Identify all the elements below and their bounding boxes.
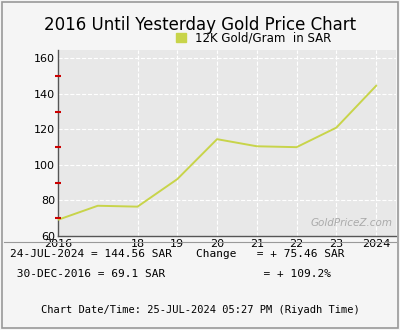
Text: 2016 Until Yesterday Gold Price Chart: 2016 Until Yesterday Gold Price Chart [44,16,356,34]
Legend: 12K Gold/Gram  in SAR: 12K Gold/Gram in SAR [176,31,332,44]
Text: 24-JUL-2024 = 144.56 SAR: 24-JUL-2024 = 144.56 SAR [10,249,172,259]
Text: = + 109.2%: = + 109.2% [196,269,331,279]
Text: GoldPriceZ.com: GoldPriceZ.com [311,218,393,228]
Text: Chart Date/Time: 25-JUL-2024 05:27 PM (Riyadh Time): Chart Date/Time: 25-JUL-2024 05:27 PM (R… [41,305,359,315]
Text: Change   = + 75.46 SAR: Change = + 75.46 SAR [196,249,344,259]
Text: 30-DEC-2016 = 69.1 SAR: 30-DEC-2016 = 69.1 SAR [10,269,165,279]
